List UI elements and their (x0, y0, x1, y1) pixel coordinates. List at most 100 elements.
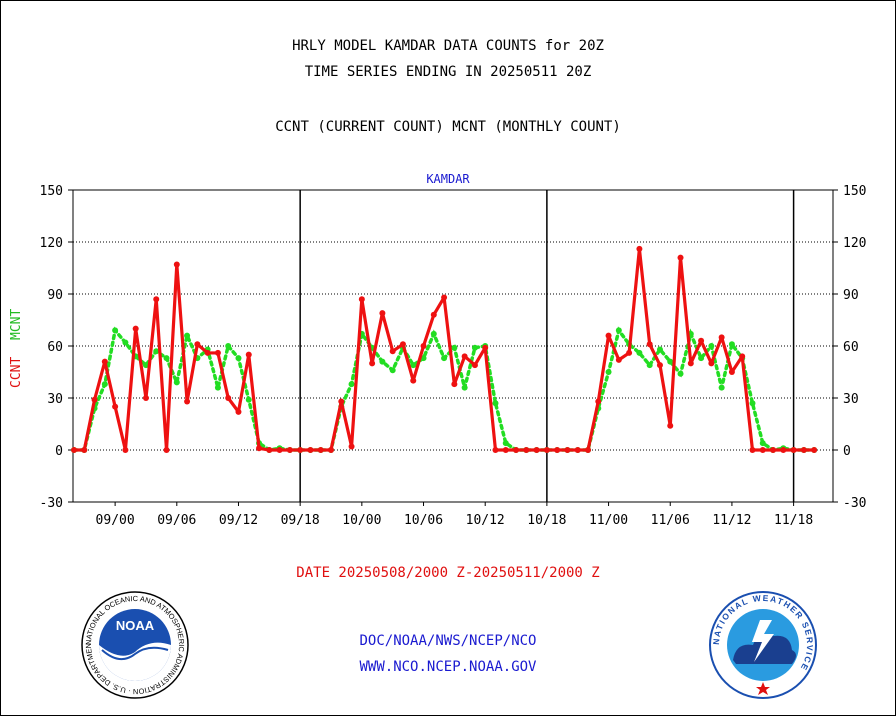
ccnt-point-54 (626, 349, 633, 356)
mcnt-point-41 (492, 400, 499, 407)
xtick-label-6: 10/12 (466, 513, 505, 528)
ccnt-point-47 (554, 447, 561, 453)
ccnt-point-61 (698, 337, 705, 344)
ccnt-point-45 (533, 447, 540, 453)
mcnt-point-17 (245, 396, 252, 403)
mcnt-point-64 (728, 341, 735, 348)
ccnt-point-36 (441, 294, 448, 301)
ytick-label-left-0: -30 (40, 496, 63, 511)
ccnt-point-48 (564, 447, 571, 453)
ccnt-point-17 (245, 351, 252, 358)
ytick-label-left-5: 120 (40, 236, 63, 251)
ccnt-point-24 (317, 447, 324, 453)
ytick-label-right-3: 60 (843, 340, 859, 355)
ccnt-point-32 (399, 341, 406, 348)
ccnt-point-65 (739, 353, 746, 360)
xtick-label-4: 10/00 (342, 513, 381, 528)
ccnt-point-68 (770, 447, 777, 453)
mcnt-point-39 (471, 344, 478, 351)
ccnt-point-29 (369, 360, 376, 367)
ccnt-point-30 (379, 310, 386, 317)
ccnt-point-64 (728, 369, 735, 375)
ccnt-point-26 (338, 398, 345, 405)
xtick-label-3: 09/18 (281, 513, 320, 528)
mcnt-point-16 (235, 355, 242, 362)
mcnt-point-10 (173, 379, 180, 386)
ccnt-point-60 (687, 360, 694, 367)
mcnt-point-15 (225, 343, 232, 349)
ccnt-point-40 (482, 344, 489, 351)
mcnt-point-56 (646, 362, 653, 369)
mcnt-point-53 (615, 327, 622, 334)
xtick-label-10: 11/12 (712, 513, 751, 528)
ccnt-point-67 (759, 447, 766, 453)
xtick-label-0: 09/00 (96, 513, 135, 528)
ccnt-point-12 (194, 341, 201, 348)
xtick-label-8: 11/00 (589, 513, 628, 528)
noaa-logo-text: NOAA (116, 618, 155, 633)
mcnt-point-36 (441, 355, 448, 362)
ccnt-point-20 (276, 447, 283, 453)
ccnt-point-35 (430, 311, 437, 318)
ccnt-point-58 (667, 422, 674, 429)
mcnt-point-5 (122, 339, 129, 346)
footer-url: WWW.NCO.NCEP.NOAA.GOV (359, 659, 537, 675)
ccnt-point-3 (101, 358, 108, 365)
series-line-ccnt (74, 247, 815, 452)
xtick-label-5: 10/06 (404, 513, 443, 528)
ccnt-point-8 (153, 296, 160, 303)
mcnt-point-42 (502, 440, 509, 447)
ccnt-point-71 (800, 447, 807, 453)
ccnt-point-9 (163, 447, 170, 453)
mcnt-point-11 (184, 332, 191, 339)
mcnt-point-35 (430, 330, 437, 337)
mcnt-point-67 (759, 440, 766, 447)
ytick-label-left-2: 30 (47, 392, 63, 407)
ccnt-point-15 (225, 395, 232, 401)
ytick-label-right-6: 150 (843, 184, 866, 199)
mcnt-point-7 (142, 362, 149, 369)
mcnt-point-38 (461, 384, 468, 391)
mcnt-point-37 (451, 344, 458, 351)
mcnt-point-66 (749, 400, 756, 407)
ccnt-point-23 (307, 447, 314, 453)
ccnt-point-7 (142, 395, 149, 401)
ccnt-point-59 (677, 254, 684, 261)
nws-logo: NATIONAL WEATHER SERVICE (709, 591, 817, 699)
ytick-label-left-1: 0 (55, 444, 63, 459)
mcnt-point-31 (389, 367, 396, 374)
xtick-label-2: 09/12 (219, 513, 258, 528)
footer-org: DOC/NOAA/NWS/NCEP/NCO (359, 633, 537, 649)
ccnt-point-33 (410, 377, 417, 384)
mcnt-point-30 (379, 358, 386, 365)
ccnt-point-49 (574, 447, 581, 453)
ccnt-point-43 (513, 447, 520, 453)
ytick-label-right-1: 0 (843, 444, 851, 459)
ccnt-point-4 (112, 403, 119, 410)
mcnt-point-27 (348, 381, 355, 388)
ccnt-point-34 (420, 343, 427, 349)
ccnt-point-21 (286, 447, 293, 453)
ccnt-point-10 (173, 261, 180, 268)
ytick-label-right-2: 30 (843, 392, 859, 407)
chart-subtitle: CCNT (CURRENT COUNT) MCNT (MONTHLY COUNT… (275, 119, 621, 135)
mcnt-point-58 (667, 358, 674, 365)
ccnt-point-27 (348, 443, 355, 450)
ccnt-point-41 (492, 447, 499, 453)
ccnt-point-38 (461, 353, 468, 360)
ccnt-point-44 (523, 447, 530, 453)
ccnt-point-66 (749, 447, 756, 453)
ytick-label-right-0: -30 (843, 496, 866, 511)
ccnt-point-63 (718, 334, 725, 341)
ccnt-point-56 (646, 341, 653, 348)
ccnt-point-53 (615, 356, 622, 363)
ccnt-point-39 (471, 362, 478, 369)
ccnt-point-16 (235, 408, 242, 415)
noaa-logo: NOAA NATIONAL OCEANIC AND ATMOSPHERIC AD… (80, 590, 189, 699)
ccnt-point-37 (451, 381, 458, 388)
ccnt-point-14 (214, 349, 221, 356)
mcnt-point-9 (163, 355, 170, 362)
station-label: KAMDAR (426, 172, 470, 186)
ccnt-point-42 (502, 447, 509, 453)
